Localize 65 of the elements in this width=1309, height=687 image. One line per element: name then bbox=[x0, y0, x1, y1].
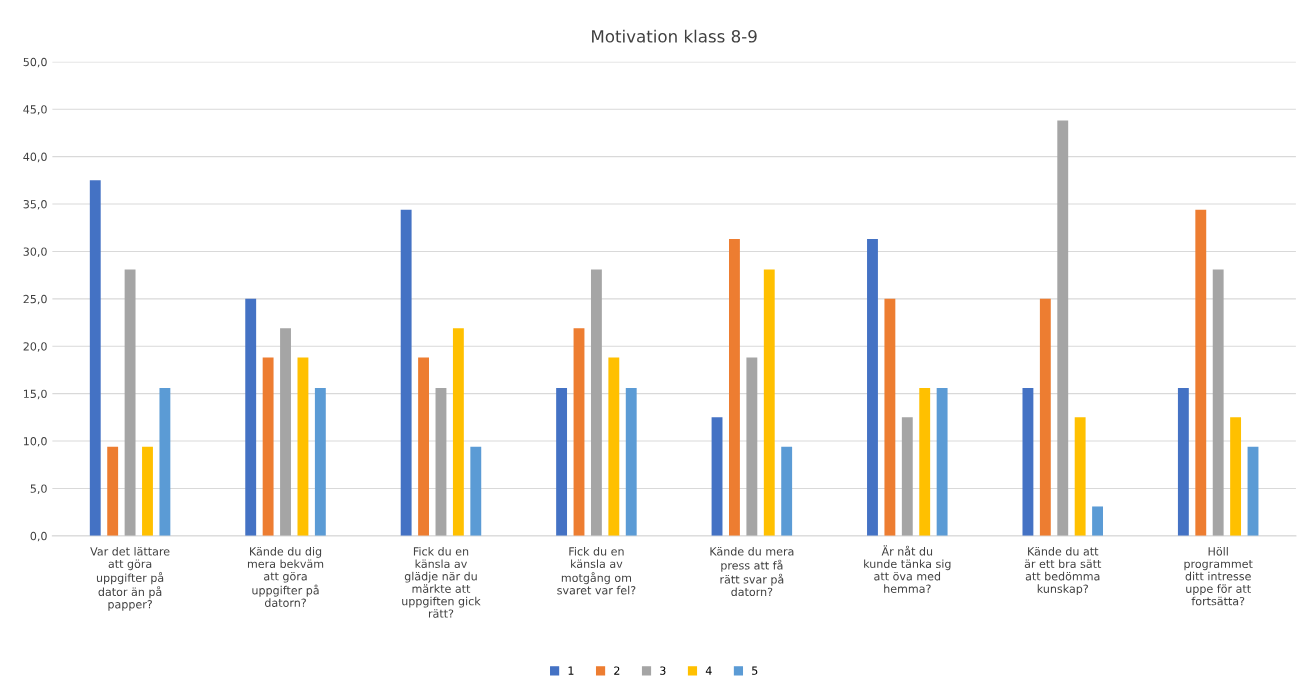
bar bbox=[297, 357, 309, 536]
y-tick-label: 50,0 bbox=[23, 57, 47, 68]
bar bbox=[711, 417, 723, 536]
bar bbox=[573, 328, 585, 536]
bar bbox=[556, 387, 568, 536]
bar bbox=[746, 357, 758, 536]
bar bbox=[1074, 417, 1086, 536]
bar bbox=[418, 357, 429, 536]
bar bbox=[625, 387, 637, 536]
x-tick-label: Kände du mera press att få rätt svar på datorn? bbox=[710, 546, 794, 597]
y-tick-label: 35,0 bbox=[23, 200, 47, 210]
bar bbox=[1092, 506, 1103, 536]
bar bbox=[1039, 298, 1051, 536]
bar bbox=[1177, 387, 1189, 536]
y-tick-label: 30,0 bbox=[23, 247, 47, 257]
legend-label: 4 bbox=[705, 666, 712, 675]
legend-label: 3 bbox=[660, 666, 666, 675]
legend-label: 1 bbox=[568, 666, 574, 675]
x-tick-label: Höll programmet ditt intresse uppe för att fortsätta? bbox=[1184, 546, 1253, 606]
x-tick-label: Var det lättare att göra uppgifter på dator än på papper? bbox=[90, 546, 170, 611]
bar bbox=[107, 446, 119, 536]
y-tick-label: 0,0 bbox=[30, 531, 47, 542]
y-tick-label: 45,0 bbox=[23, 105, 47, 115]
bar bbox=[435, 387, 447, 536]
x-tick-label: Fick du en känsla av motgång om svaret var fel? bbox=[557, 546, 636, 595]
bar bbox=[936, 387, 948, 536]
bar bbox=[608, 357, 620, 536]
bar bbox=[919, 387, 931, 536]
bar bbox=[884, 298, 896, 536]
x-tick-label: Fick du en känsla av glädje när du märkte att uppgiften gick rätt? bbox=[402, 546, 481, 618]
bar bbox=[1022, 387, 1034, 536]
bar bbox=[400, 209, 412, 536]
bar bbox=[142, 446, 153, 536]
bar bbox=[314, 387, 326, 536]
bar bbox=[245, 298, 257, 536]
bar bbox=[729, 239, 740, 536]
bar bbox=[280, 328, 291, 536]
x-tick-label: Kände du att är ett bra sätt att bedömma kunskap? bbox=[1024, 546, 1102, 596]
bar bbox=[124, 269, 136, 536]
bar bbox=[781, 446, 793, 536]
legend-label: 5 bbox=[752, 666, 758, 675]
y-tick-label: 40,0 bbox=[23, 152, 47, 163]
y-tick-label: 5,0 bbox=[30, 484, 47, 494]
chart-title: Motivation klass 8-9 bbox=[592, 29, 757, 43]
y-tick-label: 10,0 bbox=[23, 437, 47, 447]
bar bbox=[1057, 120, 1069, 536]
bar bbox=[1230, 417, 1242, 536]
legend-label: 2 bbox=[614, 666, 620, 675]
bar bbox=[159, 387, 171, 536]
bar bbox=[590, 269, 602, 536]
bar bbox=[1247, 446, 1259, 536]
bar bbox=[470, 446, 482, 536]
bar bbox=[901, 417, 913, 536]
x-tick-label: Kände du dig mera bekväm att göra uppgifter på datorn? bbox=[247, 546, 324, 607]
bar bbox=[89, 180, 101, 536]
x-tick-label: Är nåt du kunde tänka sig att öva med hemma? bbox=[864, 545, 951, 593]
bar bbox=[1195, 209, 1207, 536]
y-tick-label: 20,0 bbox=[23, 342, 47, 352]
bar bbox=[262, 357, 274, 536]
bar bbox=[1212, 269, 1224, 536]
bar bbox=[763, 269, 775, 536]
bar bbox=[867, 239, 878, 536]
bar bbox=[452, 328, 464, 536]
y-tick-label: 15,0 bbox=[23, 389, 47, 400]
y-tick-label: 25,0 bbox=[23, 294, 47, 305]
